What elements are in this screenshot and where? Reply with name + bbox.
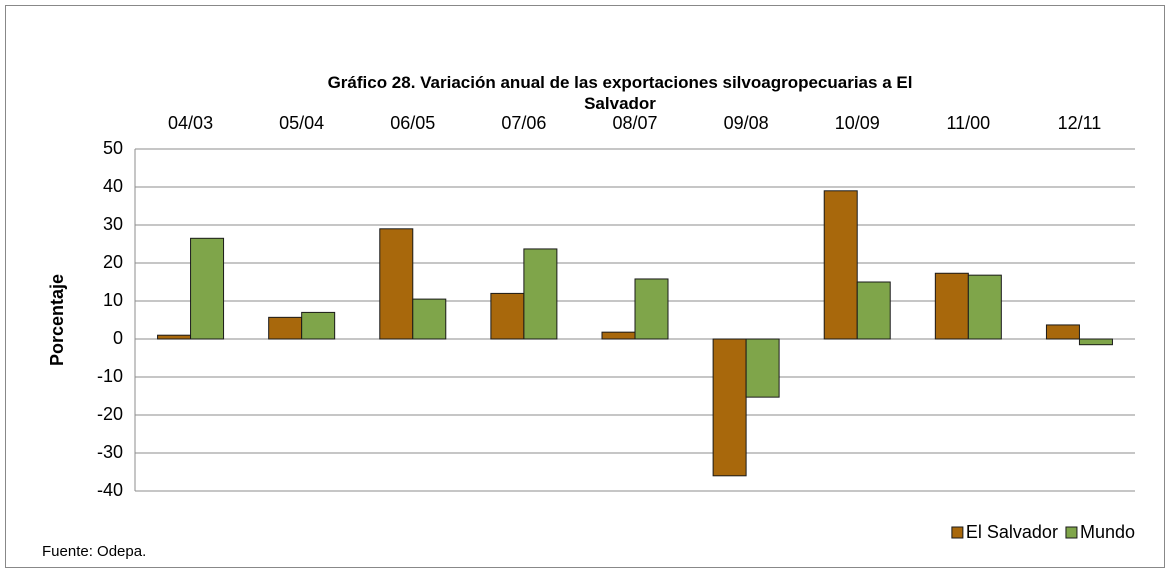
- bar: [712, 338, 747, 477]
- y-tick-label: 40: [103, 176, 123, 196]
- legend-label: Mundo: [1080, 522, 1135, 542]
- y-tick-label: -20: [97, 404, 123, 424]
- x-tick-label: 12/11: [1058, 113, 1102, 133]
- y-tick-label: 20: [103, 252, 123, 272]
- bar: [301, 311, 336, 340]
- y-tick-label: 0: [113, 328, 123, 348]
- x-tick-label: 09/08: [724, 113, 769, 133]
- bar: [379, 228, 414, 340]
- bar: [745, 338, 780, 398]
- bar: [523, 248, 558, 340]
- bar: [967, 274, 1002, 340]
- source: Fuente: Odepa.: [42, 543, 146, 560]
- bar: [1078, 338, 1113, 346]
- y-tick-label: 10: [103, 290, 123, 310]
- bar: [856, 281, 891, 340]
- y-tick-label: 30: [103, 214, 123, 234]
- bar: [490, 292, 525, 340]
- x-tick-label: 11/00: [946, 113, 990, 133]
- chart-title: Gráfico 28. Variación anual de las expor…: [327, 73, 913, 113]
- bar: [412, 298, 447, 340]
- legend-swatch: [1065, 526, 1078, 539]
- legend-swatch: [951, 526, 964, 539]
- y-axis-label: Porcentaje: [47, 274, 67, 366]
- y-tick-label: -10: [97, 366, 123, 386]
- bar: [1045, 324, 1080, 340]
- bar: [190, 237, 225, 340]
- x-tick-label: 05/04: [279, 113, 324, 133]
- bar: [601, 331, 636, 340]
- bar: [157, 334, 192, 340]
- y-tick-label: -40: [97, 480, 123, 500]
- x-tick-label: 06/05: [390, 113, 435, 133]
- x-tick-label: 08/07: [612, 113, 657, 133]
- x-tick-label: 07/06: [501, 113, 546, 133]
- bar: [934, 272, 969, 340]
- legend-label: El Salvador: [966, 522, 1058, 542]
- x-tick-label: 04/03: [168, 113, 213, 133]
- bar: [823, 190, 858, 340]
- x-tick-label: 10/09: [835, 113, 880, 133]
- bar: [634, 278, 669, 340]
- border: [5, 5, 1165, 568]
- y-tick-label: 50: [103, 138, 123, 158]
- y-tick-label: -30: [97, 442, 123, 462]
- bar: [268, 316, 303, 340]
